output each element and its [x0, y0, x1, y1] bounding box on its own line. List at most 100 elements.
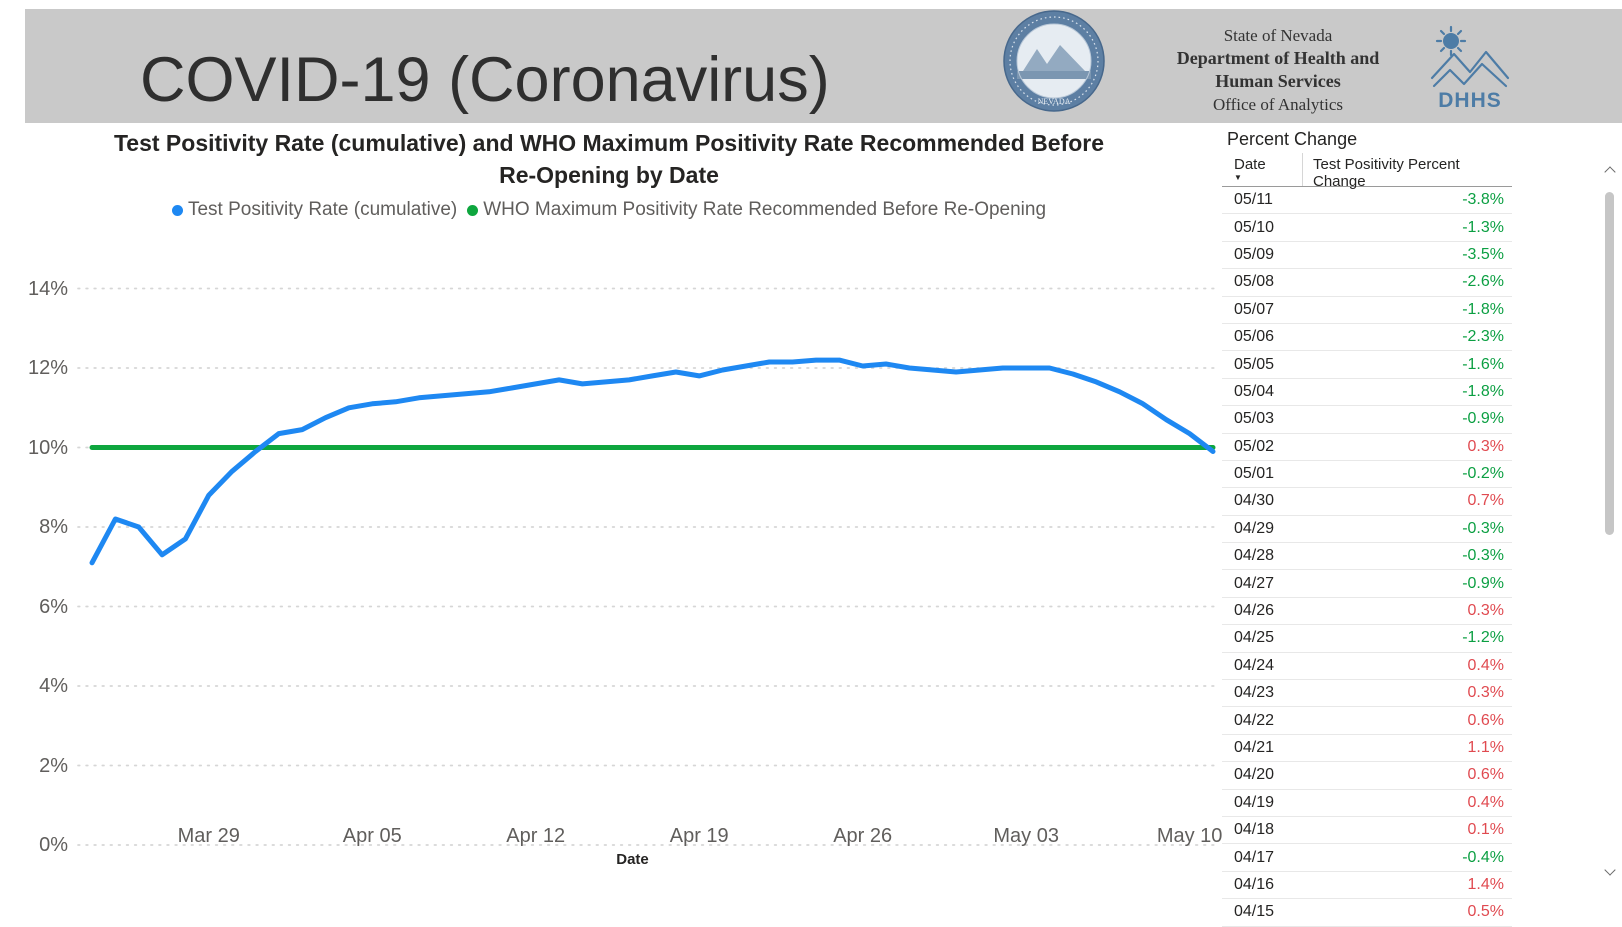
- column-header-date-label: Date: [1234, 156, 1266, 173]
- table-row[interactable]: 05/06 -2.3%: [1222, 324, 1512, 352]
- x-axis-title: Date: [616, 851, 649, 868]
- y-tick-label: 8%: [39, 516, 68, 538]
- table-row[interactable]: 04/24 0.4%: [1222, 653, 1512, 681]
- date-cell: 04/19: [1234, 793, 1275, 811]
- percent-change-cell: 1.4%: [1467, 875, 1504, 893]
- percent-change-cell: -0.2%: [1462, 465, 1504, 483]
- table-row[interactable]: 05/10 -1.3%: [1222, 214, 1512, 242]
- table-row[interactable]: 04/29 -0.3%: [1222, 516, 1512, 544]
- date-cell: 05/02: [1234, 437, 1275, 455]
- percent-change-cell: 0.6%: [1467, 766, 1504, 784]
- date-cell: 04/26: [1234, 602, 1275, 620]
- table-row[interactable]: 04/15 0.5%: [1222, 899, 1512, 927]
- legend-label: WHO Maximum Positivity Rate Recommended …: [483, 199, 1047, 220]
- table-row[interactable]: 04/30 0.7%: [1222, 488, 1512, 516]
- date-cell: 05/04: [1234, 382, 1275, 400]
- table-row[interactable]: 05/05 -1.6%: [1222, 351, 1512, 379]
- column-header-percent-change[interactable]: Test Positivity Percent Change: [1302, 153, 1512, 190]
- percent-change-cell: -3.5%: [1462, 245, 1504, 263]
- percent-change-cell: -1.2%: [1462, 629, 1504, 647]
- table-row[interactable]: 04/19 0.4%: [1222, 790, 1512, 817]
- positivity-line-chart: [77, 287, 1217, 846]
- date-cell: 04/25: [1234, 629, 1275, 647]
- date-cell: 04/17: [1234, 848, 1275, 866]
- dhhs-logo-icon: DHHS: [1428, 20, 1512, 114]
- table-row[interactable]: 04/27 -0.9%: [1222, 570, 1512, 598]
- table-row[interactable]: 04/25 -1.2%: [1222, 625, 1512, 653]
- test-positivity-line: [89, 357, 1216, 566]
- percent-change-cell: -0.3%: [1462, 547, 1504, 565]
- percent-change-cell: 0.6%: [1467, 711, 1504, 729]
- date-cell: 05/09: [1234, 245, 1275, 263]
- date-cell: 05/08: [1234, 273, 1275, 291]
- org-text-block: State of Nevada Department of Health and…: [1133, 24, 1423, 116]
- date-cell: 05/10: [1234, 218, 1275, 236]
- table-row[interactable]: 04/17 -0.4%: [1222, 844, 1512, 872]
- nevada-state-seal-icon: NEVADA: [1003, 9, 1105, 113]
- table-row[interactable]: 05/01 -0.2%: [1222, 461, 1512, 489]
- percent-change-cell: -1.6%: [1462, 355, 1504, 373]
- table-row[interactable]: 04/22 0.6%: [1222, 707, 1512, 735]
- table-row[interactable]: 05/04 -1.8%: [1222, 379, 1512, 407]
- x-tick-label: Apr 05: [342, 825, 402, 847]
- table-scrollbar[interactable]: [1601, 160, 1619, 882]
- chart-title-line2: Re-Opening by Date: [499, 162, 719, 188]
- percent-change-cell: 0.4%: [1467, 656, 1504, 674]
- y-tick-label: 6%: [39, 595, 68, 618]
- table-row[interactable]: 04/18 0.1%: [1222, 817, 1512, 845]
- y-tick-label: 0%: [39, 834, 68, 856]
- date-cell: 04/21: [1234, 739, 1275, 756]
- percent-change-cell: 0.3%: [1467, 437, 1504, 455]
- x-tick-label: Mar 29: [177, 825, 240, 847]
- legend-item-0[interactable]: Test Positivity Rate (cumulative): [171, 199, 458, 221]
- x-tick-label: May 10: [1156, 825, 1223, 847]
- table-row[interactable]: 05/03 -0.9%: [1222, 406, 1512, 434]
- percent-change-cell: 0.5%: [1467, 903, 1504, 921]
- table-row[interactable]: 05/02 0.3%: [1222, 434, 1512, 461]
- date-cell: 04/24: [1234, 656, 1275, 674]
- table-row[interactable]: 04/21 1.1%: [1222, 735, 1512, 763]
- org-state: State of Nevada: [1223, 26, 1333, 45]
- org-dept-1: Department of Health and: [1176, 48, 1380, 68]
- table-row[interactable]: 04/23 0.3%: [1222, 680, 1512, 708]
- table-row[interactable]: 05/08 -2.6%: [1222, 269, 1512, 297]
- sort-descending-icon[interactable]: ▼: [1234, 173, 1242, 182]
- percent-change-cell: -0.9%: [1462, 410, 1504, 428]
- date-cell: 05/05: [1234, 355, 1275, 373]
- percent-change-cell: 0.3%: [1467, 684, 1504, 702]
- date-cell: 04/27: [1234, 574, 1275, 592]
- legend-label: Test Positivity Rate (cumulative): [187, 199, 458, 220]
- percent-change-cell: 0.1%: [1467, 821, 1504, 839]
- table-row[interactable]: 04/20 0.6%: [1222, 762, 1512, 790]
- table-row[interactable]: 05/07 -1.8%: [1222, 297, 1512, 324]
- seal-text: NEVADA: [1038, 97, 1071, 106]
- org-dept-2: Human Services: [1215, 71, 1341, 91]
- percent-change-cell: -1.8%: [1462, 300, 1504, 318]
- table-row[interactable]: 04/16 1.4%: [1222, 872, 1512, 900]
- date-cell: 04/30: [1234, 492, 1275, 510]
- date-cell: 04/23: [1234, 684, 1275, 702]
- chart-title-line1: Test Positivity Rate (cumulative) and WH…: [113, 130, 1105, 156]
- table-row[interactable]: 04/28 -0.3%: [1222, 543, 1512, 571]
- table-row[interactable]: 04/26 0.3%: [1222, 598, 1512, 626]
- table-row[interactable]: 05/09 -3.5%: [1222, 242, 1512, 270]
- page-title: COVID-19 (Coronavirus): [140, 47, 830, 113]
- org-office: Office of Analytics: [1213, 95, 1343, 114]
- percent-change-panel: Percent Change Date ▼ Test Positivity Pe…: [1222, 127, 1512, 927]
- column-header-percent-change-label: Test Positivity Percent Change: [1313, 156, 1460, 190]
- legend-item-1[interactable]: WHO Maximum Positivity Rate Recommended …: [467, 199, 1046, 221]
- x-tick-label: Apr 12: [506, 825, 566, 847]
- date-cell: 04/15: [1234, 903, 1275, 921]
- y-tick-label: 14%: [27, 277, 68, 300]
- scrollbar-thumb[interactable]: [1605, 192, 1614, 535]
- scroll-down-icon[interactable]: [1604, 864, 1616, 876]
- percent-change-cell: 0.7%: [1467, 492, 1504, 510]
- x-tick-label: Apr 26: [833, 825, 893, 847]
- table-row[interactable]: 05/11 -3.8%: [1222, 187, 1512, 215]
- date-cell: 04/22: [1234, 711, 1275, 729]
- column-header-date[interactable]: Date ▼: [1222, 153, 1302, 186]
- percent-change-cell: -0.3%: [1462, 519, 1504, 537]
- percent-change-cell: -3.8%: [1462, 191, 1504, 209]
- date-cell: 04/18: [1234, 821, 1275, 839]
- scroll-up-icon[interactable]: [1604, 166, 1616, 178]
